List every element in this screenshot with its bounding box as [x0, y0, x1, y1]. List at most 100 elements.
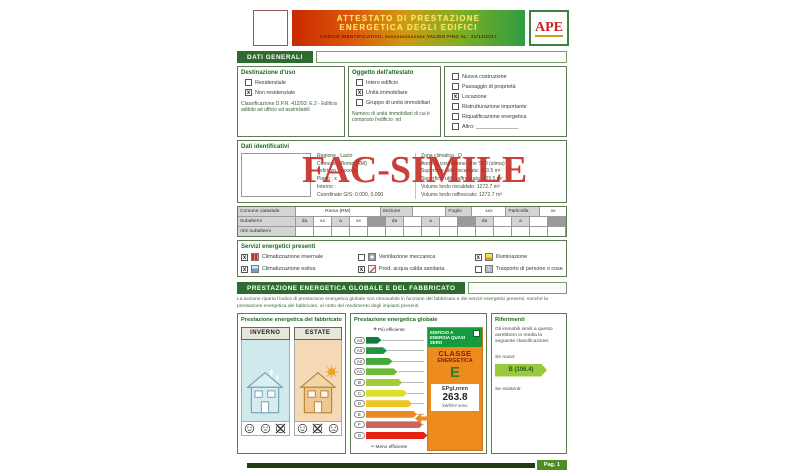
checkbox[interactable]: x	[357, 265, 365, 273]
option-altro[interactable]: Altro: ______________	[452, 123, 563, 130]
checkbox[interactable]: x	[241, 253, 248, 261]
energy-class-row-a2: A2	[354, 357, 424, 366]
servizio-label: Illuminazione	[495, 254, 528, 261]
option-non-residenziale[interactable]: x Non residenziale	[245, 89, 341, 96]
checkbox[interactable]	[452, 103, 459, 110]
subalterni-label: Subalterni	[238, 217, 296, 227]
checkbox[interactable]	[356, 79, 363, 86]
page-background: ATTESTATO DI PRESTAZIONE ENERGETICA DEGL…	[237, 10, 569, 470]
energy-class-label: G	[354, 431, 365, 439]
catasto-cell	[350, 227, 368, 237]
page-number-badge: Pag. 1	[536, 460, 567, 470]
checkbox[interactable]: x	[241, 265, 248, 273]
less-efficient-label: − Meno efficiente	[370, 443, 408, 450]
energy-class-label: B	[354, 379, 365, 386]
checkbox[interactable]	[452, 123, 459, 130]
servizio-climatizzazione-invernale[interactable]: x Climatizzazione invernale	[241, 253, 354, 262]
energy-row-leader	[412, 403, 424, 405]
plus-icon: +	[373, 326, 377, 333]
energy-class-row-b: B	[354, 378, 424, 387]
checkbox[interactable]	[474, 265, 482, 273]
ape-logo: APE	[529, 10, 569, 46]
fan-icon	[367, 253, 376, 262]
document-title-line1: ATTESTATO DI PRESTAZIONE	[336, 14, 481, 23]
prestazione-panels: Prestazione energetica del fabbricato IN…	[237, 313, 567, 455]
catasto-cell	[530, 227, 548, 237]
catasto-cell	[422, 227, 440, 237]
section-bar-strip	[315, 51, 567, 63]
globale-title: Prestazione energetica globale	[354, 317, 438, 324]
indirizzo-row: Indirizzo : xxxxxxx	[317, 168, 359, 175]
catasto-cell	[512, 227, 530, 237]
servizio-label: Ventilazione meccanica	[378, 254, 436, 261]
energy-row-leader	[392, 360, 424, 362]
winter-illustration	[241, 339, 290, 422]
servizio-ventilazione-meccanica[interactable]: Ventilazione meccanica	[357, 253, 471, 262]
catasto-cell	[458, 217, 476, 227]
servizio-illuminazione[interactable]: x Illuminazione	[474, 253, 563, 262]
option-nuova-costruzione[interactable]: Nuova costruzione	[452, 73, 563, 80]
document-footer: Pag. 1	[247, 460, 567, 470]
neutral-face-icon	[258, 422, 274, 435]
checkbox[interactable]: x	[245, 89, 252, 96]
ape-logo-text: APE	[535, 19, 563, 37]
nzeb-checkbox[interactable]	[473, 329, 480, 337]
catasto-cell	[404, 217, 422, 227]
option-intero-edificio[interactable]: Intero edificio	[356, 79, 437, 86]
certificate-document: ATTESTATO DI PRESTAZIONE ENERGETICA DEGL…	[229, 10, 571, 470]
riferimenti-text: Gli immobili simili a questo avrebbero i…	[495, 326, 553, 345]
destinazione-title: Destinazione d'uso	[241, 70, 296, 76]
dati-generali-title: DATI GENERALI	[237, 51, 313, 63]
checkbox[interactable]	[245, 79, 252, 86]
checkbox[interactable]: x	[356, 89, 363, 96]
motivazione-box: Nuova costruzione Passaggio di proprietà…	[444, 66, 567, 137]
option-ristrutturazione[interactable]: Ristrutturazione importante	[452, 103, 563, 110]
prestazione-description: La sezione riporta l'indice di prestazio…	[237, 297, 548, 309]
catasto-cell: da	[296, 217, 314, 227]
option-label: Residenziale	[255, 79, 286, 86]
ep-unit: kWh/m² anno	[442, 403, 468, 409]
option-gruppo-unita[interactable]: Gruppo di unità immobiliari	[356, 99, 437, 106]
option-label: Unità immobiliare	[366, 89, 408, 96]
bulb-icon	[484, 253, 493, 262]
option-label: Passaggio di proprietà	[462, 83, 516, 90]
option-riqualificazione[interactable]: Riqualificazione energetica	[452, 113, 563, 120]
option-passaggio-proprieta[interactable]: Passaggio di proprietà	[452, 83, 563, 90]
checkbox[interactable]	[452, 73, 459, 80]
catasto-cell	[386, 227, 404, 237]
servizio-climatizzazione-estiva[interactable]: x Climatizzazione estiva	[241, 265, 354, 274]
checkbox[interactable]	[357, 253, 365, 261]
classificazione-note: Classificazione D.P.R. 412/93: E.2 - Edi…	[241, 101, 338, 114]
energy-class-label: E	[354, 410, 365, 418]
option-locazione[interactable]: x Locazione	[452, 93, 563, 100]
energy-class-row-a1: A1	[354, 367, 424, 376]
servizio-acqua-calda[interactable]: x Prod. acqua calda sanitaria	[357, 265, 471, 274]
class-pointer-arrow-icon	[415, 413, 430, 425]
dati-identificativi-content: Regione : Lazio Comune : Roma (RM) Indir…	[241, 153, 563, 200]
smiley-face-icon	[242, 422, 258, 435]
checkbox[interactable]	[452, 83, 459, 90]
option-residenziale[interactable]: Residenziale	[245, 79, 341, 86]
catasto-cell	[458, 227, 476, 237]
ep-value-box: EPgl,nren 263.8 kWh/m² anno	[431, 384, 479, 412]
winter-header: INVERNO	[241, 326, 290, 340]
destinazione-uso-box: Destinazione d'uso Residenziale x Non re…	[237, 66, 345, 137]
winter-house-icon	[246, 368, 285, 413]
checkbox[interactable]: x	[474, 253, 482, 261]
catasto-cell	[530, 217, 548, 227]
checkbox[interactable]: x	[452, 93, 459, 100]
checkbox[interactable]	[452, 113, 459, 120]
catasto-cell: xx	[350, 217, 368, 227]
catasto-cell: da	[386, 217, 404, 227]
servizi-energetici-box: Servizi energetici presenti x Climatizza…	[237, 240, 567, 278]
comune-catastale-value: Roma (RM)	[296, 207, 381, 217]
checkbox[interactable]	[356, 99, 363, 106]
energy-class-row-a4: A4	[354, 336, 424, 345]
option-unita-immobiliare[interactable]: x Unità immobiliare	[356, 89, 437, 96]
catasto-header-row: Comune catastale Roma (RM) Sezione Fogli…	[238, 207, 566, 218]
particella-value: xx	[550, 208, 556, 214]
energy-class-label: A3	[354, 347, 365, 355]
servizio-trasporto[interactable]: ↕ Trasporto di persone o cose	[474, 265, 563, 274]
neutral-face-crossed-icon	[310, 422, 326, 435]
energy-class-bar	[366, 368, 398, 375]
